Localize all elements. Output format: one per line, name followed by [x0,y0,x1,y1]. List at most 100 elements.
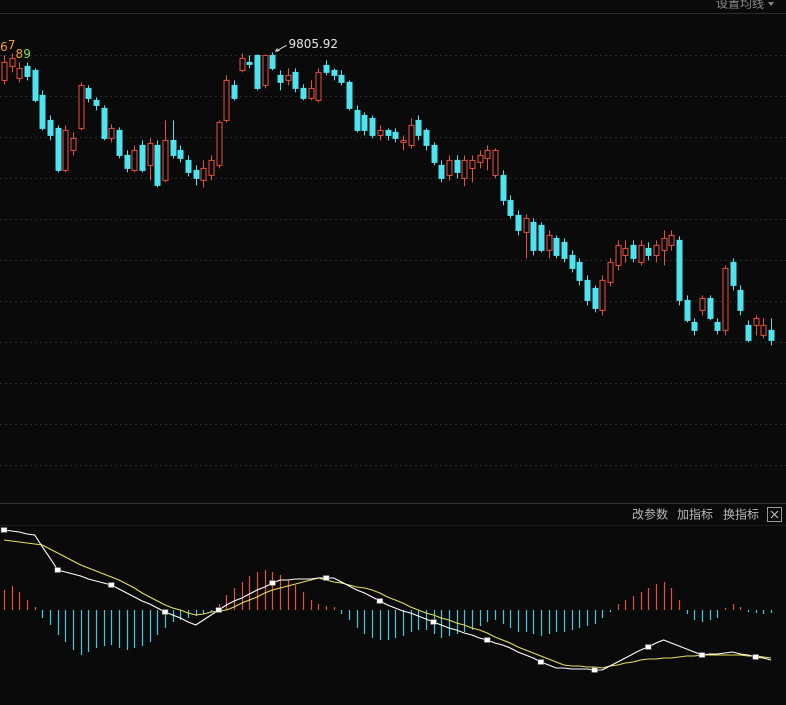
candle-body [676,239,683,301]
candle-body [760,324,767,336]
td-count: 7 [8,38,16,52]
candle-body [592,287,599,309]
candle-body [292,71,299,89]
candle-body [277,74,284,83]
candle-body [745,324,752,341]
candle-body [454,159,461,173]
candle-body [85,87,92,99]
candle-body [400,139,407,143]
candle-body [47,119,54,136]
candle-body [530,221,537,251]
candle-body [484,149,491,159]
candle-body [446,159,453,176]
close-button[interactable] [767,507,782,522]
dif-line [3,529,772,671]
candle-body [315,71,322,101]
candle-body [707,297,714,319]
candle-body [338,74,345,83]
max-annotation: 9805.92 [288,37,338,51]
candle-body [538,224,545,251]
candle-body [500,174,507,201]
candle-body [737,289,744,311]
candle-body [32,69,39,101]
candle-body [369,117,376,136]
td-count: 8 [16,47,24,61]
candle-body [569,254,576,269]
candle-body [1,61,8,81]
dif-marker [269,580,276,586]
candle-body [285,74,292,81]
candle-body [615,244,622,266]
candle-body [461,159,468,179]
candle-body [576,261,583,281]
candle-body [492,149,499,176]
dif-marker [161,609,169,615]
candle-body [730,261,737,286]
candle-body [392,131,399,139]
dif-marker [108,582,115,588]
candle-body [438,164,445,179]
candle-body [78,84,85,129]
candle-body [768,329,775,341]
candle-body [154,144,161,186]
dropdown-arrow[interactable] [768,2,774,6]
add-indicator[interactable]: 加指标 [677,507,713,522]
candle-body [231,84,238,99]
dif-marker [0,527,8,533]
candle-body [239,57,246,71]
candle-body [668,234,675,246]
candle-body [185,159,192,173]
dif-marker [376,598,384,604]
candle-body [55,127,62,171]
dif-marker [483,637,491,643]
candle-body [101,107,108,139]
candle-body [507,199,514,216]
candle-body [16,67,23,79]
ma-settings[interactable]: 设置均线 [716,0,764,11]
candle-body [607,261,614,283]
candle-body [691,321,698,331]
candle-body [553,237,560,256]
candle-body [377,129,384,136]
candle-body [346,81,353,109]
candle-body [415,119,422,136]
candle-body [477,154,484,163]
dif-marker [645,644,652,650]
dif-marker [752,654,759,660]
candle-body [177,149,184,159]
candle-body [216,121,223,166]
candle-body [469,159,476,169]
dif-marker [698,652,706,658]
candle-body [408,124,415,146]
dea-line [3,539,772,669]
candle-body [131,149,138,171]
candle-body [622,247,629,256]
dif-marker [430,619,437,625]
candle-body [561,241,568,259]
candle-body [515,214,522,231]
candle-body [124,154,131,169]
candle-body [223,79,230,121]
candle-body [308,87,315,99]
candle-body [193,169,200,179]
dif-marker [537,659,545,665]
dif-marker [322,575,330,581]
candle-body [147,142,154,166]
annotation-arrow [275,44,287,52]
candle-body [638,244,645,263]
switch-indicator[interactable]: 换指标 [723,507,759,522]
candle-body [262,54,269,86]
candle-body [722,267,729,331]
candle-body [423,129,430,146]
candle-body [653,244,660,256]
candle-body [661,237,668,251]
candles [1,52,775,346]
dif-marker [591,667,598,673]
candle-body [684,299,691,321]
candle-body [546,234,553,251]
edit-params[interactable]: 改参数 [632,507,668,522]
candle-body [699,297,706,311]
candle-body [9,57,16,67]
